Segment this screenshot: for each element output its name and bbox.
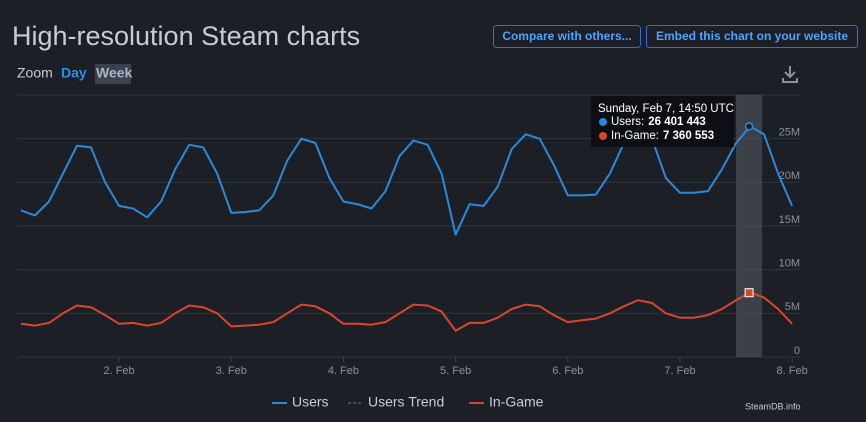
x-tick-label: 3. Feb	[216, 365, 247, 377]
y-tick-label: 15M	[779, 214, 800, 226]
page-title: High-resolution Steam charts	[12, 21, 360, 51]
tooltip-box	[591, 96, 734, 147]
x-tick-label: 7. Feb	[664, 365, 695, 377]
series-line	[20, 291, 793, 332]
x-tick-label: 2. Feb	[103, 365, 134, 377]
zoom-option[interactable]: Day	[61, 65, 87, 81]
x-tick-label: 6. Feb	[552, 365, 583, 377]
tooltip-dot	[599, 118, 607, 126]
zoom-option[interactable]: Week	[96, 65, 133, 81]
button-label[interactable]: Embed this chart on your website	[656, 29, 848, 43]
x-tick-label: 8. Feb	[777, 365, 808, 377]
y-tick-label: 10M	[779, 258, 800, 270]
x-tick-label: 4. Feb	[328, 365, 359, 377]
tooltip-value: 26 401 443	[648, 116, 706, 128]
download-icon[interactable]	[782, 66, 798, 83]
legend-label[interactable]: Users	[292, 394, 329, 410]
button[interactable]	[493, 25, 641, 48]
button[interactable]	[646, 25, 858, 48]
y-tick-label: 0	[794, 345, 800, 357]
tooltip-value: 7 360 553	[663, 130, 714, 142]
series-line	[20, 125, 794, 236]
legend-label[interactable]: Users Trend	[368, 394, 444, 410]
tooltip-row: In-Game: 7 360 553	[611, 130, 714, 142]
credit: SteamDB.info	[745, 401, 801, 411]
x-tick-label: 5. Feb	[440, 365, 471, 377]
hover-band	[736, 95, 763, 357]
tooltip-title: Sunday, Feb 7, 14:50 UTC	[598, 103, 734, 115]
zoom-label: Zoom	[17, 65, 53, 81]
tooltip-row: Users: 26 401 443	[611, 116, 706, 128]
y-tick-label: 25M	[779, 127, 800, 139]
hover-marker	[744, 288, 754, 298]
button-label[interactable]: Compare with others...	[502, 29, 631, 43]
y-tick-label: 5M	[785, 301, 800, 313]
hover-marker	[744, 122, 754, 131]
y-tick-label: 20M	[779, 170, 800, 182]
tooltip-dot	[599, 132, 607, 140]
tooltip-label: Users:	[611, 116, 644, 128]
zoom-selected[interactable]	[95, 64, 131, 84]
tooltip-label: In-Game:	[611, 130, 659, 142]
legend-label[interactable]: In-Game	[489, 394, 544, 410]
